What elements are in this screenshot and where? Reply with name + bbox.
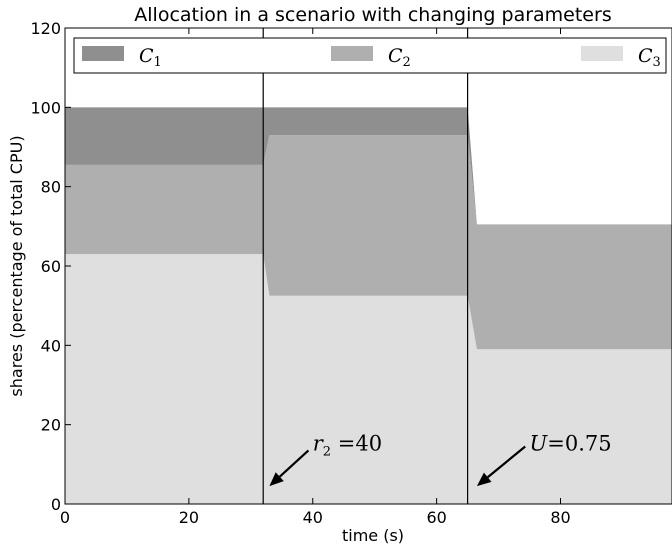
area-series-3 — [65, 254, 672, 504]
x-tick-label: 60 — [426, 508, 446, 527]
stacked-areas — [65, 107, 672, 504]
x-axis-label: time (s) — [342, 526, 404, 545]
annotation-arrowhead-1 — [269, 472, 284, 487]
x-tick-label: 0 — [60, 508, 70, 527]
area-series-2 — [65, 135, 672, 350]
x-tick-label: 20 — [179, 508, 199, 527]
y-tick-label: 80 — [41, 178, 61, 197]
y-tick-label: 40 — [41, 336, 61, 355]
legend: C1 C2 C3 — [73, 37, 667, 74]
chart-title: Allocation in a scenario with changing p… — [134, 4, 611, 26]
y-tick-label: 0 — [51, 495, 61, 514]
annotation-arrowhead-2 — [476, 472, 492, 487]
y-tick-label: 120 — [30, 19, 61, 38]
x-tick-label: 40 — [303, 508, 323, 527]
legend-swatch-2 — [331, 46, 373, 61]
y-axis-label: shares (percentage of total CPU) — [7, 135, 26, 396]
y-tick-label: 20 — [41, 416, 61, 435]
legend-swatch-3 — [581, 46, 623, 61]
annotation-arrow-2 — [487, 445, 526, 479]
y-tick-label: 60 — [41, 257, 61, 276]
x-tick-label: 80 — [550, 508, 570, 527]
area-series-1 — [65, 107, 672, 225]
y-tick-label: 100 — [30, 98, 61, 117]
legend-swatch-1 — [82, 46, 124, 61]
annotation-label-2: U=0.75 — [530, 432, 612, 456]
annotation-arrow-1 — [278, 449, 310, 478]
